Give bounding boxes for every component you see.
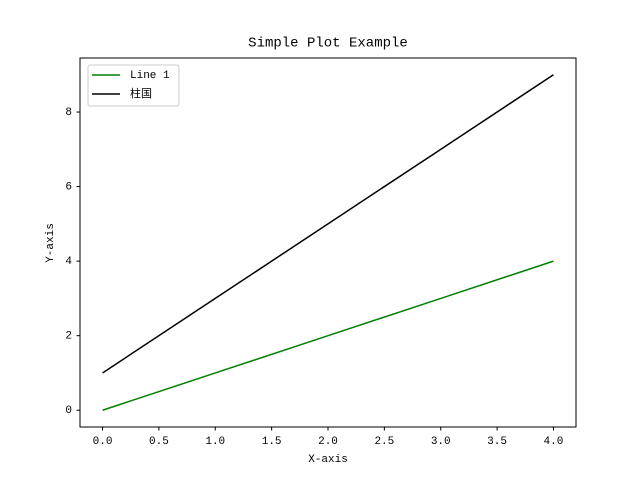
line-series bbox=[102, 74, 554, 374]
x-tick-label: 1.0 bbox=[205, 436, 225, 448]
x-tick-label: 3.5 bbox=[487, 436, 507, 448]
x-tick-label: 2.0 bbox=[318, 436, 338, 448]
x-tick-label: 0.5 bbox=[149, 436, 169, 448]
x-tick-label: 4.0 bbox=[544, 436, 564, 448]
plot-frame bbox=[79, 57, 577, 428]
legend-label: 柱国 bbox=[130, 86, 152, 101]
x-tick-label: 2.5 bbox=[374, 436, 394, 448]
y-tick-label: 8 bbox=[65, 107, 72, 119]
legend-label: Line 1 bbox=[130, 70, 170, 82]
line-series bbox=[102, 260, 554, 411]
y-tick-label: 0 bbox=[65, 405, 72, 417]
y-tick-label: 2 bbox=[65, 331, 72, 343]
y-tick-label: 4 bbox=[65, 256, 72, 268]
y-axis-label: Y-axis bbox=[45, 223, 57, 263]
x-axis-label: X-axis bbox=[308, 454, 348, 466]
y-tick-label: 6 bbox=[65, 181, 72, 193]
x-tick-label: 0.0 bbox=[93, 436, 113, 448]
x-tick-label: 1.5 bbox=[262, 436, 282, 448]
chart-title: Simple Plot Example bbox=[248, 36, 408, 52]
x-tick-label: 3.0 bbox=[431, 436, 451, 448]
